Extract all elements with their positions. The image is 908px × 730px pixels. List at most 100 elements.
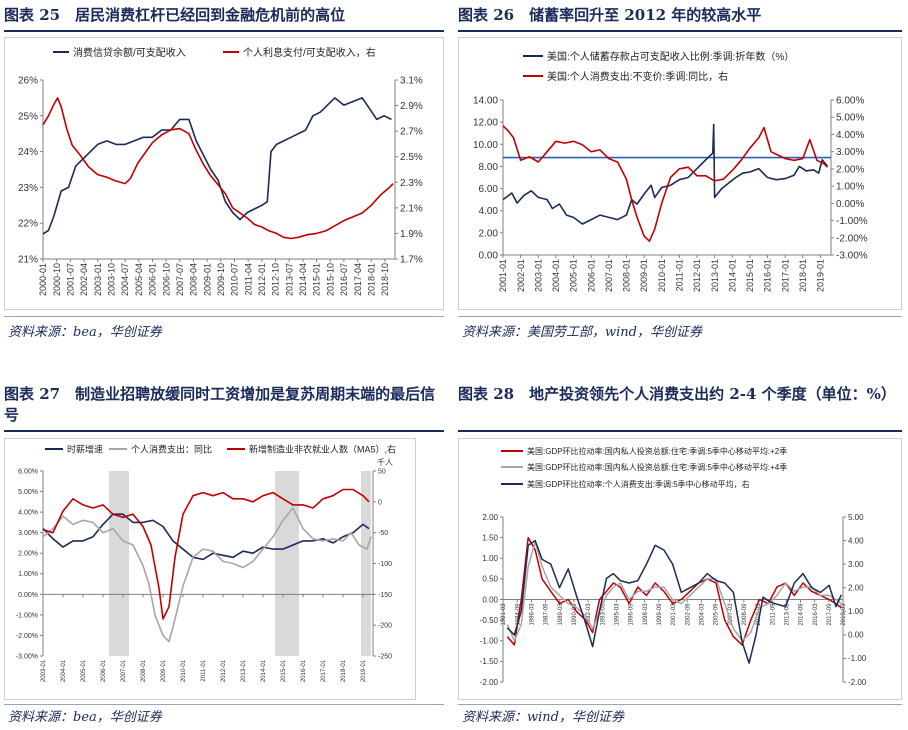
panel-28: 图表 28 地产投资领先个人消费支出约 2-4 个季度（单位：%） 2.00 1.…: [458, 384, 904, 730]
left-tick-label: -2.00%: [16, 633, 38, 640]
x-tick-label: 2018-10: [380, 263, 390, 296]
right-tick-label: 2.5%: [400, 152, 423, 163]
right-tick-label: 4.00: [848, 536, 864, 545]
legend-label: 新增制造业非农就业人数（MA5）,右: [249, 443, 396, 454]
left-tick-label: 2.00: [479, 228, 499, 239]
chart-27: 6.00% 5.00% 4.00% 3.00% 2.00% 1.00% 0.00% -1.00…: [16, 443, 396, 682]
right-tick-label: 1.9%: [400, 229, 423, 240]
legend-label: 消费信贷余额/可支配收入: [73, 46, 186, 59]
x-tick-label: 2009-01: [639, 259, 649, 292]
left-tick-label: -1.00: [480, 637, 499, 646]
right-tick-label: 5.00: [848, 513, 864, 522]
left-tick-label: 23%: [18, 183, 38, 194]
left-tick-label: 3.00%: [18, 530, 38, 537]
x-tick-label: 2017-09: [827, 603, 833, 626]
x-tick-label: 2018-01: [341, 659, 347, 682]
shaded-recession-band: [275, 471, 299, 656]
left-tick-label: 5.00%: [18, 489, 38, 496]
series-line: [42, 97, 392, 235]
x-tick-label: 2018-01: [366, 263, 376, 296]
left-tick-label: 0.00: [482, 595, 498, 604]
x-tick-label: 2017-04: [353, 263, 363, 296]
x-tick-label: 2012-01: [692, 259, 702, 292]
left-tick-label: 0.00: [479, 251, 499, 262]
x-tick-label: 2008-01: [141, 659, 147, 682]
left-tick-label: -3.00%: [16, 653, 38, 660]
x-tick-label: 2005-09: [714, 603, 720, 626]
x-tick-label: 1993-09: [600, 603, 606, 626]
x-tick-label: 1992-03: [586, 603, 592, 626]
series-line: [42, 97, 394, 240]
x-tick-label: 2008-09: [742, 603, 748, 626]
panel-title: 图表 27 制造业招聘放缓同时工资增加是复苏周期末端的最后信号: [4, 385, 436, 424]
x-tick-label: 2005-01: [569, 259, 579, 292]
right-tick-label: 6.00%: [836, 96, 864, 107]
x-tick-label: 2003-01: [93, 263, 103, 296]
left-tick-label: 24%: [18, 147, 38, 158]
right-tick-label: 4.00%: [836, 130, 864, 141]
series-line: [42, 507, 372, 643]
right-tick-label: 1.00: [848, 607, 864, 616]
source-note: 资料来源：bea，华创证券: [8, 710, 162, 725]
x-tick-label: 2012-10: [271, 263, 281, 296]
left-tick-label: 2.00%: [18, 551, 38, 558]
panel-title: 图表 28 地产投资领先个人消费支出约 2-4 个季度（单位：%）: [458, 385, 896, 403]
chart-area: 26% 25% 24% 23% 22% 21% 3.1% 2.9% 2.7% 2.5% 2.3% 2.…: [4, 37, 444, 310]
source-note: 资料来源：bea，华创证券: [8, 325, 162, 340]
x-tick-label: 2007-03: [728, 603, 734, 626]
x-tick-label: 2008-04: [189, 263, 199, 296]
left-tick-label: 1.00%: [18, 571, 38, 578]
source-rule: [4, 316, 444, 317]
x-tick-label: 2003-01: [41, 659, 47, 682]
x-tick-label: 2016-03: [813, 603, 819, 626]
left-tick-label: 4.00%: [18, 510, 38, 517]
x-tick-label: 2008-01: [622, 259, 632, 292]
x-tick-label: 2004-03: [699, 603, 705, 626]
chart-26: 14.00 12.00 10.00 8.00 6.00 4.00 2.00 0.00 6.00%…: [473, 50, 868, 292]
legend-label: 美国:GDP环比拉动率:国内私人投资总额:住宅:季调:5季中心移动平均:+2季: [527, 446, 787, 456]
right-tick-label: 0.00%: [836, 199, 864, 210]
left-tick-label: 10.00: [473, 140, 498, 151]
x-tick-label: 2006-10: [161, 263, 171, 296]
right-tick-label: 2.00: [848, 584, 864, 593]
x-tick-label: 2014-04: [298, 263, 308, 296]
x-tick-label: 2010-01: [181, 659, 187, 682]
x-tick-label: 2005-01: [81, 659, 87, 682]
x-tick-label: 2019-01: [816, 259, 826, 292]
x-tick-label: 2012-01: [257, 263, 267, 296]
x-tick-label: 1981-03: [501, 603, 507, 626]
x-tick-label: 2011-01: [674, 259, 684, 291]
x-tick-label: 2017-01: [780, 259, 790, 292]
x-tick-label: 1989-03: [558, 603, 564, 626]
legend-label: 美国:GDP环比拉动率:个人消费支出:季调:5季中心移动平均，右: [527, 479, 750, 489]
right-tick-label: 2.1%: [400, 203, 423, 214]
right-tick-label: -150: [378, 592, 392, 599]
right-tick-label: 0.00: [848, 631, 864, 640]
x-tick-label: 1998-03: [643, 603, 649, 626]
source-note: 资料来源：美国劳工部，wind，华创证券: [462, 325, 702, 340]
x-tick-label: 2001-01: [498, 259, 508, 292]
x-tick-label: 2000-10: [52, 263, 62, 296]
x-tick-label: 2004-01: [61, 659, 67, 682]
right-tick-label: 2.00%: [836, 164, 864, 175]
x-tick-label: 1999-09: [657, 603, 663, 626]
right-tick-label: -1.00: [848, 654, 867, 663]
x-tick-label: 2010-01: [657, 259, 667, 292]
x-tick-label: 2016-01: [301, 659, 307, 682]
x-tick-label: 2001-07: [66, 263, 76, 296]
panel-25: 图表 25 居民消费杠杆已经回到金融危机前的高位 26% 25% 24% 23% 22%…: [4, 4, 446, 349]
x-tick-label: 2012-01: [221, 659, 227, 682]
x-tick-label: 2009-01: [161, 659, 167, 682]
right-tick-label: 0: [378, 499, 382, 506]
x-tick-label: 2013-03: [784, 603, 790, 626]
left-tick-label: 6.00%: [18, 468, 38, 475]
title-rule: [458, 30, 902, 32]
x-tick-label: 2001-03: [671, 603, 677, 626]
right-tick-label: 2.9%: [400, 101, 423, 112]
x-tick-label: 1996-09: [629, 603, 635, 626]
right-tick-label: 2.3%: [400, 178, 423, 189]
x-tick-label: 2007-01: [604, 259, 614, 292]
left-tick-label: 2.00: [482, 513, 498, 522]
x-tick-label: 2014-01: [261, 659, 267, 682]
x-tick-label: 2010-07: [230, 263, 240, 296]
